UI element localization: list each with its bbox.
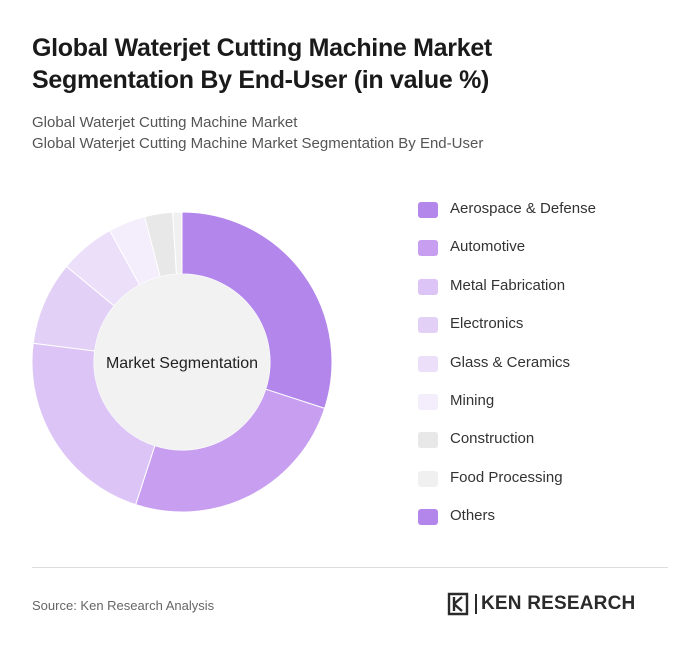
legend-item-construction[interactable]: Construction (418, 428, 596, 466)
ken-research-logo-text: KEN RESEARCH (481, 593, 636, 614)
ken-research-logo-icon (447, 592, 469, 616)
legend-swatch (418, 317, 438, 334)
logo-separator (475, 594, 477, 614)
chart-title: Global Waterjet Cutting Machine Market S… (32, 32, 672, 96)
legend-swatch (418, 470, 438, 487)
donut-center-label: Market Segmentation (106, 355, 258, 372)
chart-subtitle: Global Waterjet Cutting Machine Market G… (32, 112, 483, 154)
legend-label: Electronics (450, 315, 524, 333)
legend-item-food-processing[interactable]: Food Processing (418, 467, 596, 505)
legend-swatch (418, 202, 438, 218)
legend-swatch (418, 432, 438, 449)
legend-label: Aerospace & Defense (450, 200, 596, 217)
subtitle-line2: Global Waterjet Cutting Machine Market S… (32, 135, 484, 152)
donut-hole (94, 274, 270, 450)
legend-item-metal-fabrication[interactable]: Metal Fabrication (418, 275, 596, 313)
legend-label: Construction (450, 430, 535, 448)
ken-research-logo: KEN RESEARCH (447, 592, 635, 616)
legend-swatch (418, 278, 438, 295)
legend-item-aerospace-defense[interactable]: Aerospace & Defense (418, 198, 596, 236)
legend-swatch (418, 393, 438, 410)
legend-label: Food Processing (450, 468, 563, 486)
chart-title-line1: Global Waterjet Cutting Machine Market (32, 34, 492, 62)
legend-label: Metal Fabrication (450, 276, 566, 294)
legend-item-mining[interactable]: Mining (418, 390, 596, 428)
legend-swatch (418, 355, 438, 372)
legend-label: Others (450, 507, 496, 525)
legend-label: Mining (450, 391, 495, 409)
subtitle-line1: Global Waterjet Cutting Machine Market (32, 114, 298, 131)
donut-chart: Market Segmentation (31, 211, 333, 513)
legend-item-glass-ceramics[interactable]: Glass & Ceramics (418, 352, 596, 390)
chart-title-line2: Segmentation By End-User (in value %) (32, 66, 490, 94)
legend-label: Glass & Ceramics (450, 353, 571, 371)
chart-legend: Aerospace & Defense Automotive Metal Fabri… (418, 198, 596, 544)
legend-item-others[interactable]: Others (418, 505, 596, 543)
legend-item-automotive[interactable]: Automotive (418, 236, 596, 274)
legend-swatch (418, 240, 438, 257)
footer-divider (32, 567, 668, 568)
legend-item-electronics[interactable]: Electronics (418, 313, 596, 351)
legend-swatch (418, 509, 438, 526)
source-note: Source: Ken Research Analysis (32, 598, 215, 613)
legend-label: Automotive (450, 238, 526, 256)
